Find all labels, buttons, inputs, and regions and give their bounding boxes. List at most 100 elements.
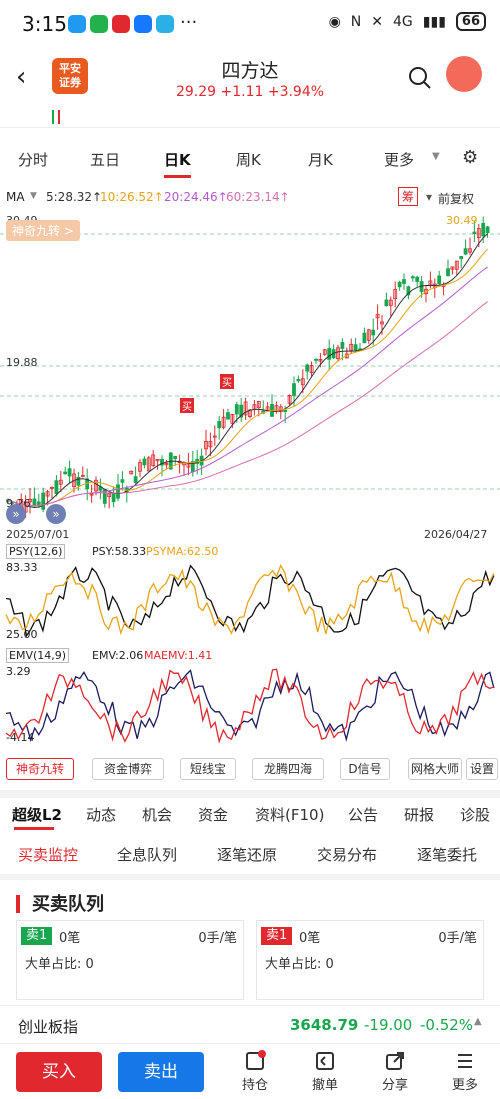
psy-line bbox=[5, 564, 495, 638]
ma5-value: 5:28.32↑ bbox=[46, 190, 103, 204]
tab-five-day[interactable]: 五日 bbox=[90, 151, 121, 169]
stock-header: ‹ 平安 证券 四方达 29.29 +1.11 +3.94% bbox=[0, 48, 500, 110]
emv-bottom-label: -4.14 bbox=[6, 731, 35, 744]
magic-nine-banner[interactable]: 神奇九转 > bbox=[6, 220, 80, 241]
candle-body bbox=[305, 364, 310, 372]
candle-body bbox=[36, 501, 41, 505]
psy-indicator-selector[interactable]: PSY(12,6) bbox=[6, 544, 66, 559]
candle-body bbox=[146, 457, 151, 472]
sell-button[interactable]: 卖出 bbox=[118, 1052, 204, 1092]
nav-cancel[interactable]: 撤单 bbox=[300, 1050, 350, 1093]
candle-body bbox=[287, 395, 292, 404]
candle-body bbox=[256, 401, 261, 408]
kline-chart[interactable] bbox=[0, 210, 500, 520]
candle-body bbox=[54, 480, 59, 494]
tab-dynamic[interactable]: 动态 bbox=[86, 806, 117, 824]
tool-d-signal[interactable]: D信号 bbox=[340, 758, 390, 780]
tab-daily-k[interactable]: 日K bbox=[164, 145, 191, 178]
candle-body bbox=[138, 462, 142, 472]
adjust-selector[interactable]: 前复权 bbox=[438, 192, 475, 206]
tab-more[interactable]: 更多 bbox=[384, 151, 415, 169]
subtab-tick-order[interactable]: 逐笔委托 bbox=[417, 846, 478, 864]
ma-legend: MA ▼ 5:28.32↑ 10:26.52↑ 20:24.46↑ 60:23.… bbox=[0, 186, 500, 208]
candle-body bbox=[234, 404, 239, 415]
section-marker bbox=[16, 895, 20, 913]
candle-body bbox=[485, 226, 490, 234]
date-start-label: 2025/07/01 bbox=[6, 528, 70, 541]
search-icon[interactable] bbox=[408, 66, 432, 90]
candle-body bbox=[393, 289, 398, 300]
nav-label: 持仓 bbox=[241, 1078, 268, 1093]
candle-body bbox=[309, 365, 314, 373]
mini-volume-strip bbox=[0, 110, 500, 128]
candle-body bbox=[415, 276, 420, 282]
back-icon[interactable]: ‹ bbox=[16, 62, 27, 92]
tab-research[interactable]: 研报 bbox=[404, 806, 435, 824]
index-ticker[interactable]: 创业板指 3648.79 -19.00 -0.52% ▲ bbox=[0, 1005, 500, 1043]
candle-body bbox=[340, 342, 345, 349]
tab-diagnose[interactable]: 诊股 bbox=[460, 806, 491, 824]
candle-body bbox=[217, 421, 222, 429]
index-name: 创业板指 bbox=[18, 1018, 79, 1036]
nav-holdings[interactable]: 持仓 bbox=[230, 1050, 280, 1093]
date-end-label: 2026/04/27 bbox=[424, 528, 488, 541]
avatar[interactable] bbox=[446, 56, 482, 92]
divider bbox=[0, 790, 500, 798]
candle-body bbox=[221, 416, 226, 428]
subtab-trade-dist[interactable]: 交易分布 bbox=[317, 846, 378, 864]
subtab-buysell-monitor[interactable]: 买卖监控 bbox=[18, 846, 79, 864]
nav-more[interactable]: 更多 bbox=[440, 1050, 490, 1093]
candle-body bbox=[111, 492, 116, 503]
candle-body bbox=[476, 228, 481, 238]
emv-indicator-selector[interactable]: EMV(14,9) bbox=[6, 648, 70, 663]
stock-name: 四方达 bbox=[221, 60, 279, 82]
eye-icon: ◉ bbox=[328, 13, 341, 30]
subtab-holo-queue[interactable]: 全息队列 bbox=[117, 846, 178, 864]
candle-body bbox=[212, 435, 217, 438]
tool-fund-game[interactable]: 资金博弈 bbox=[92, 758, 164, 780]
candle-body bbox=[371, 329, 376, 336]
tab-funds[interactable]: 资金 bbox=[198, 806, 229, 824]
nav-share[interactable]: 分享 bbox=[370, 1050, 420, 1093]
candle-body bbox=[142, 458, 147, 466]
tool-grid-master[interactable]: 网格大师 bbox=[408, 758, 462, 780]
tool-short-line[interactable]: 短线宝 bbox=[180, 758, 236, 780]
tab-f10[interactable]: 资料(F10) bbox=[255, 806, 325, 824]
broker-logo[interactable]: 平安 证券 bbox=[52, 58, 88, 94]
candle-body bbox=[300, 378, 305, 386]
collapse-icon[interactable]: » bbox=[46, 504, 66, 524]
share-icon bbox=[386, 1052, 404, 1070]
candle-body bbox=[380, 321, 384, 325]
ma-selector[interactable]: MA bbox=[6, 190, 25, 204]
candle-body bbox=[63, 471, 68, 475]
subtab-tick-restore[interactable]: 逐笔还原 bbox=[217, 846, 278, 864]
nav-label: 撤单 bbox=[311, 1078, 338, 1093]
emv-top-label: 3.29 bbox=[6, 665, 31, 678]
buy-button[interactable]: 买入 bbox=[16, 1052, 102, 1092]
tool-dragon[interactable]: 龙腾四海 bbox=[252, 758, 324, 780]
tab-super-l2[interactable]: 超级L2 bbox=[12, 806, 62, 824]
ma10-value: 10:26.52↑ bbox=[100, 190, 164, 204]
chip-button[interactable]: 筹 bbox=[398, 187, 419, 206]
candle-body bbox=[481, 223, 486, 237]
collapse-icon[interactable]: » bbox=[6, 504, 26, 524]
tab-monthly-k[interactable]: 月K bbox=[308, 151, 333, 169]
index-change: -19.00 bbox=[364, 1016, 413, 1034]
tab-announcement[interactable]: 公告 bbox=[348, 806, 379, 824]
emv-legend: EMV(14,9) EMV:2.06 MAEMV:1.41 bbox=[0, 648, 500, 664]
settings-icon[interactable]: ⚙ bbox=[462, 147, 479, 168]
candle-body bbox=[450, 266, 455, 270]
psy-legend: PSY(12,6) PSY:58.33 PSYMA:62.50 bbox=[0, 544, 500, 560]
tab-fenshi[interactable]: 分时 bbox=[18, 151, 49, 169]
candle-body bbox=[80, 474, 85, 477]
emv-value: EMV:2.06 bbox=[92, 649, 144, 662]
candle-body bbox=[468, 248, 472, 253]
tool-magic-nine[interactable]: 神奇九转 bbox=[6, 758, 74, 780]
candle-body bbox=[384, 299, 389, 307]
candle-body bbox=[375, 314, 380, 319]
tab-opportunity[interactable]: 机会 bbox=[142, 806, 173, 824]
emv-line bbox=[5, 669, 495, 743]
tab-weekly-k[interactable]: 周K bbox=[236, 151, 261, 169]
logo-text: 平安 bbox=[59, 62, 81, 75]
tool-settings[interactable]: 设置 bbox=[466, 758, 498, 780]
